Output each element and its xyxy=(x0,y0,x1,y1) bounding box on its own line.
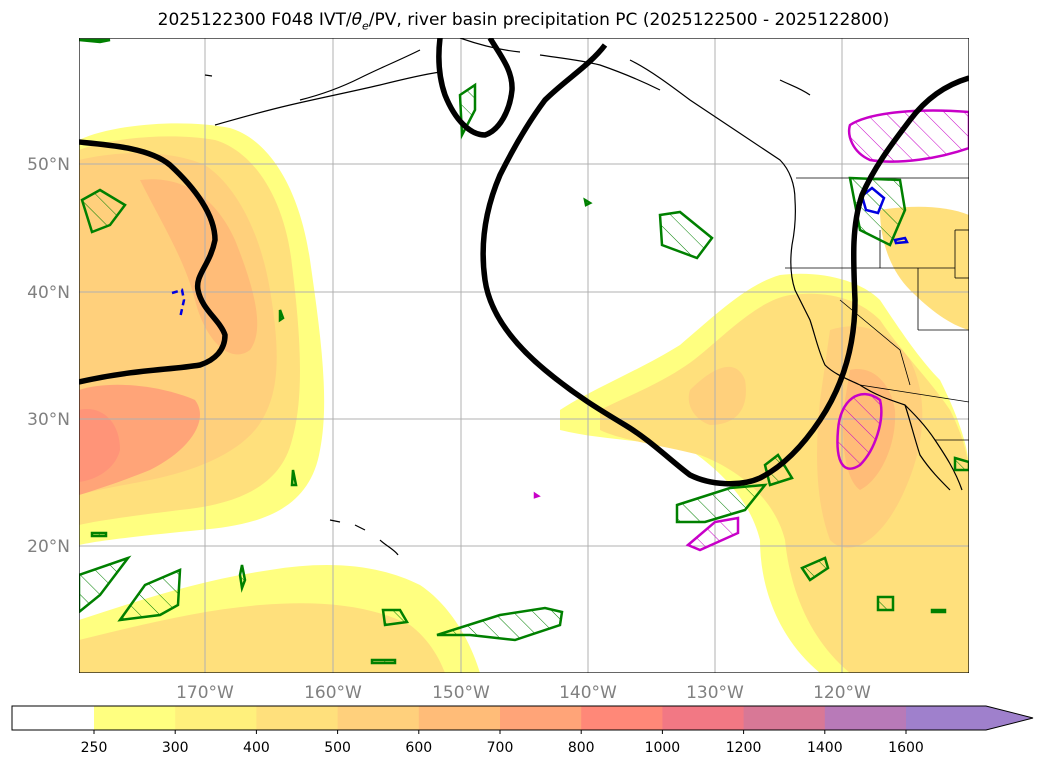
latitude-labels: 50°N 40°N 30°N 20°N xyxy=(27,155,70,557)
colorbar-label-1200: 1200 xyxy=(726,740,762,756)
pv-contours xyxy=(79,38,969,487)
colorbar-cell-2 xyxy=(256,706,339,730)
lat-label-40: 40°N xyxy=(27,283,70,303)
map-area xyxy=(79,38,969,673)
colorbar-cell-0 xyxy=(94,706,176,730)
colorbar-cell-5 xyxy=(500,706,582,730)
lon-label-170w: 170°W xyxy=(176,683,234,703)
colorbar: 250 300 400 500 600 700 800 1000 1200 1400 1600 xyxy=(11,705,1034,756)
colorbar-label-300: 300 xyxy=(162,740,189,756)
colorbar-cell-8 xyxy=(743,706,826,730)
blue-contours xyxy=(171,186,909,319)
colorbar-label-400: 400 xyxy=(243,740,270,756)
map-title: 2025122300 F048 IVT/θe/PV, river basin p… xyxy=(0,10,1047,32)
title-subscript: e xyxy=(362,19,369,33)
longitude-labels: 170°W 160°W 150°W 140°W 130°W 120°W xyxy=(176,683,871,703)
colorbar-extend-arrow xyxy=(986,706,1033,730)
colorbar-cell-3 xyxy=(337,706,420,730)
title-rest: /PV, river basin precipitation PC (20251… xyxy=(368,10,890,30)
colorbar-cell-10 xyxy=(906,706,986,730)
lat-label-20: 20°N xyxy=(27,537,70,557)
colorbar-cells xyxy=(94,706,986,730)
lon-label-130w: 130°W xyxy=(686,683,744,703)
lon-label-160w: 160°W xyxy=(304,683,362,703)
colorbar-label-800: 800 xyxy=(568,740,595,756)
title-theta: θ xyxy=(351,10,362,30)
colorbar-under xyxy=(12,706,94,730)
coastline-layer xyxy=(204,38,963,556)
lon-label-150w: 150°W xyxy=(432,683,490,703)
lat-label-50: 50°N xyxy=(27,155,70,175)
lon-label-140w: 140°W xyxy=(559,683,617,703)
colorbar-label-600: 600 xyxy=(405,740,432,756)
colorbar-label-250: 250 xyxy=(81,740,108,756)
colorbar-label-1000: 1000 xyxy=(645,740,681,756)
colorbar-cell-7 xyxy=(662,706,745,730)
colorbar-label-500: 500 xyxy=(324,740,351,756)
lon-label-120w: 120°W xyxy=(813,683,871,703)
colorbar-labels: 250 300 400 500 600 700 800 1000 1200 1400 1600 xyxy=(81,730,924,756)
border-layer xyxy=(785,177,969,441)
ivt-fill-layer xyxy=(79,123,969,673)
colorbar-cell-6 xyxy=(581,706,663,730)
colorbar-cell-9 xyxy=(824,706,907,730)
colorbar-label-1400: 1400 xyxy=(807,740,843,756)
colorbar-label-1600: 1600 xyxy=(888,740,924,756)
title-main: 2025122300 F048 IVT/ xyxy=(157,10,352,30)
colorbar-cell-1 xyxy=(175,706,257,730)
lat-label-30: 30°N xyxy=(27,410,70,430)
magenta-contours xyxy=(533,109,969,552)
colorbar-outline xyxy=(11,705,1034,731)
colorbar-cell-4 xyxy=(418,706,501,730)
colorbar-label-700: 700 xyxy=(487,740,514,756)
